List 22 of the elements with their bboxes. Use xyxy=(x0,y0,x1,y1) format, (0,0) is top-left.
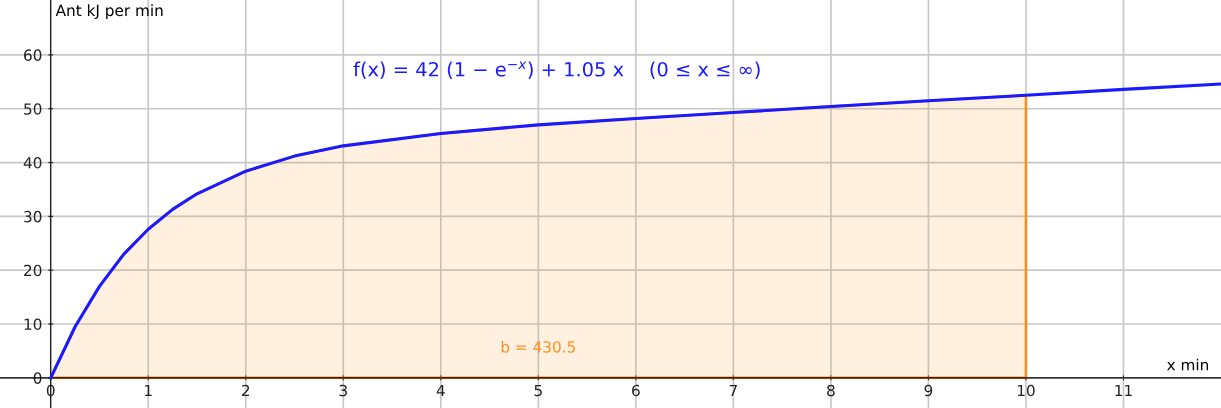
y-tick-label: 40 xyxy=(23,157,42,169)
y-tick-label: 10 xyxy=(24,318,42,331)
x-tick-label: 9 xyxy=(924,384,933,397)
x-tick-label: 8 xyxy=(827,384,835,397)
annotation: f(x) = 42 (1 − e$^{−x}$) + 1.05 x (0 ≤ x ≤ ∞) xyxy=(353,61,760,79)
y-tick-label: 20 xyxy=(24,264,42,277)
x-tick-label: 5 xyxy=(534,384,542,397)
x-axis-title: x min xyxy=(1167,358,1208,371)
line-series xyxy=(49,82,1221,380)
y-axis-title: Ant kJ per min xyxy=(55,4,163,20)
y-tick-label: 30 xyxy=(24,210,42,223)
x-tick-label: 2 xyxy=(242,384,250,397)
x-tick-label: 4 xyxy=(436,384,445,397)
annotation: b = 430.5 xyxy=(501,340,575,353)
x-tick-label: 10 xyxy=(1017,384,1035,397)
y-tick-label: 50 xyxy=(24,103,42,115)
y-tick-label: 60 xyxy=(24,49,42,61)
x-tick-label: 3 xyxy=(339,384,347,397)
x-tick-label: 1 xyxy=(145,384,152,397)
x-tick-label: 7 xyxy=(729,384,737,397)
x-tick-label: 11 xyxy=(1115,384,1132,397)
x-tick-label: 6 xyxy=(632,384,640,397)
